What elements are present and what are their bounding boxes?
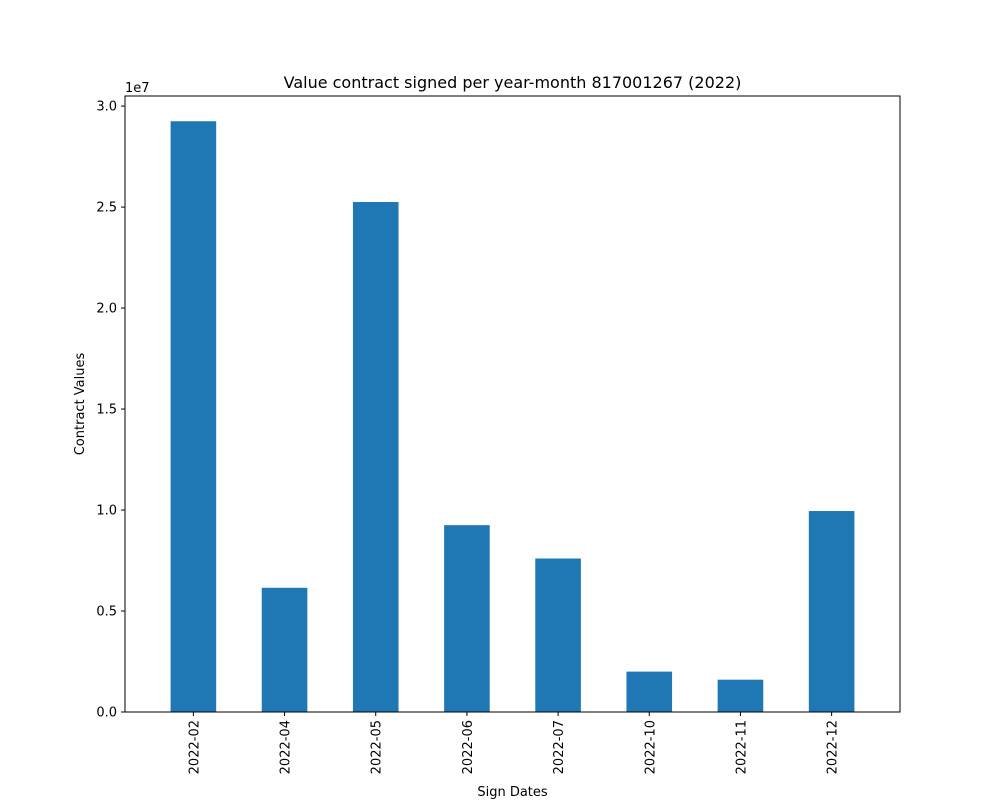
y-tick-label: 0.5 bbox=[96, 605, 117, 620]
bar-2022-04 bbox=[261, 587, 308, 712]
y-tick-label: 3.0 bbox=[96, 100, 117, 115]
y-tick-label: 1.0 bbox=[96, 504, 117, 519]
y-tick-label: 2.0 bbox=[96, 302, 117, 317]
x-tick-label: 2022-07 bbox=[552, 720, 567, 774]
y-tick-label: 0.0 bbox=[96, 706, 117, 721]
x-tick-label: 2022-04 bbox=[279, 720, 294, 774]
x-axis-title: Sign Dates bbox=[477, 785, 548, 800]
plot-frame bbox=[124, 95, 901, 713]
x-tick-label: 2022-10 bbox=[643, 720, 658, 774]
bar-2022-07 bbox=[535, 558, 581, 712]
x-tick-label: 2022-11 bbox=[734, 720, 749, 774]
bar-2022-05 bbox=[352, 202, 399, 712]
bars-layer bbox=[170, 121, 855, 712]
chart-title: Value contract signed per year-month 817… bbox=[284, 73, 742, 92]
bar-2022-10 bbox=[626, 671, 673, 712]
x-tick-label: 2022-02 bbox=[187, 720, 202, 774]
y-axis-offset-label: 1e7 bbox=[125, 81, 150, 96]
y-axis-ticks: 0.0 0.5 1.0 1.5 2.0 2.5 3.0 bbox=[96, 100, 125, 721]
y-tick-label: 1.5 bbox=[96, 403, 117, 418]
x-tick-label: 2022-05 bbox=[370, 720, 385, 774]
x-tick-label: 2022-06 bbox=[461, 720, 476, 774]
x-axis-ticks: 2022-02 2022-04 2022-05 2022-06 2022-07 2022-… bbox=[187, 712, 841, 774]
bar-2022-06 bbox=[444, 525, 490, 712]
y-axis-title: Contract Values bbox=[73, 353, 88, 456]
bar-2022-11 bbox=[717, 679, 764, 712]
bar-2022-02 bbox=[170, 121, 217, 712]
x-tick-label: 2022-12 bbox=[826, 720, 841, 774]
y-tick-label: 2.5 bbox=[96, 201, 117, 216]
bar-2022-12 bbox=[808, 511, 855, 712]
